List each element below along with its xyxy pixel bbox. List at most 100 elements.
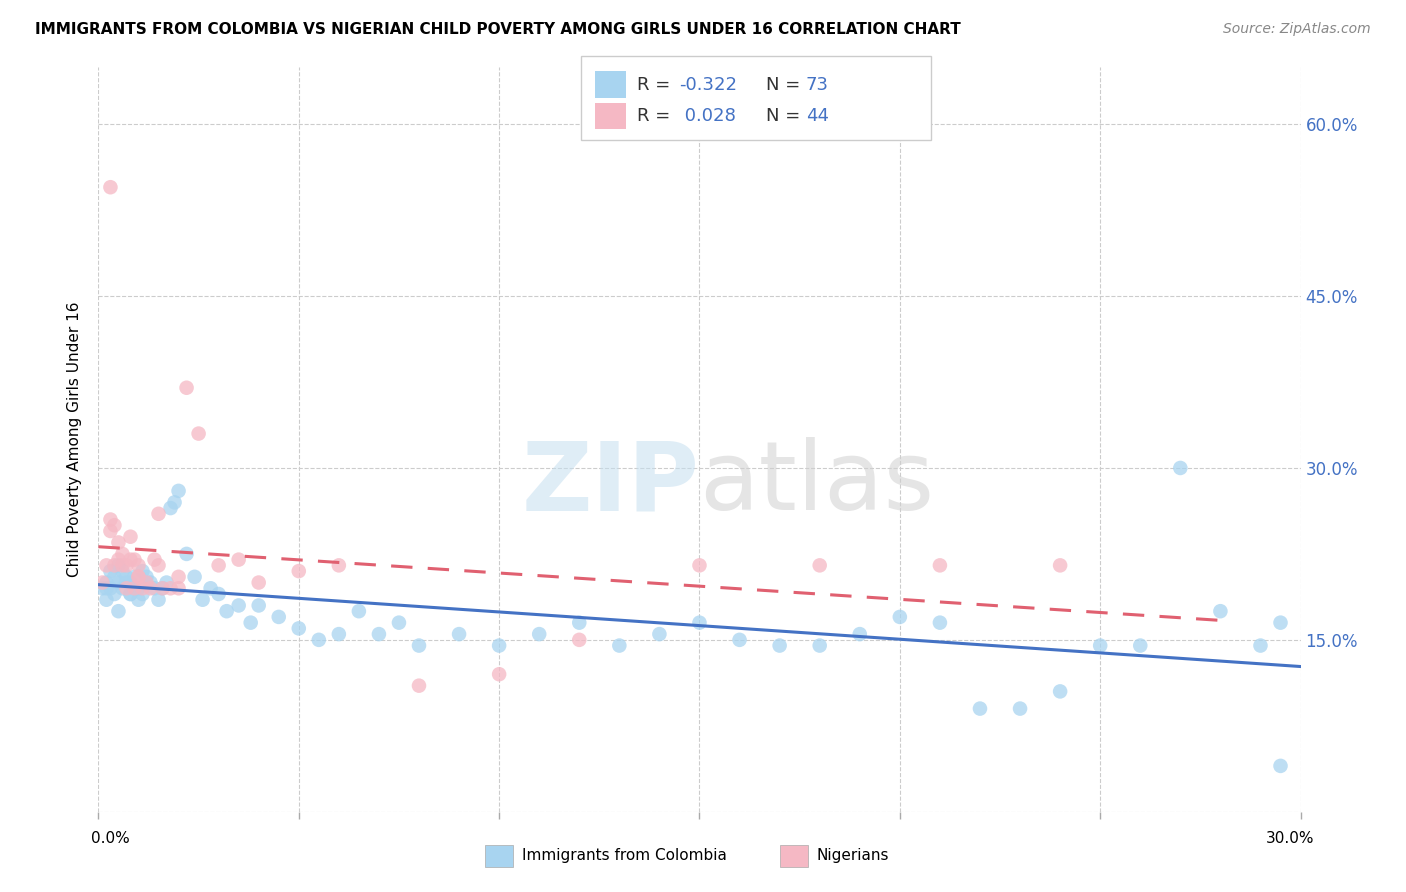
Point [208,587,231,601]
Point [1049,558,1071,573]
Point [111,564,134,578]
Point [1170,461,1192,475]
Point [228,599,250,613]
Point [124,552,146,566]
Text: 30.0%: 30.0% [1267,831,1315,846]
Point [120,530,142,544]
Text: atlas: atlas [699,437,935,531]
Point [215,604,238,618]
Point [167,483,190,498]
Point [111,558,134,573]
Text: ZIP: ZIP [522,437,699,531]
Point [969,701,991,715]
Point [107,575,129,590]
Text: R =: R = [637,107,676,125]
Text: 73: 73 [806,76,828,94]
Point [107,535,129,549]
Point [929,615,952,630]
Point [176,381,198,395]
Point [135,570,157,584]
Point [228,552,250,566]
Point [96,575,118,590]
Point [96,582,118,596]
Point [100,582,122,596]
Point [368,627,391,641]
Point [100,564,122,578]
Point [929,558,952,573]
Point [128,570,150,584]
Point [648,627,671,641]
Point [200,582,222,596]
Text: N =: N = [766,76,806,94]
Point [159,501,181,516]
Point [808,558,831,573]
Point [96,558,118,573]
Point [247,575,270,590]
Point [568,632,591,647]
Point [688,558,710,573]
Point [768,639,790,653]
Point [128,582,150,596]
Point [124,582,146,596]
Point [128,570,150,584]
Point [1010,701,1032,715]
Point [529,627,551,641]
Point [111,547,134,561]
Point [103,570,125,584]
Point [388,615,411,630]
Point [103,518,125,533]
Y-axis label: Child Poverty Among Girls Under 16: Child Poverty Among Girls Under 16 [67,301,83,577]
Point [100,524,122,538]
Point [120,552,142,566]
Point [103,587,125,601]
Point [247,599,270,613]
Point [688,615,710,630]
Point [187,426,209,441]
Point [115,575,138,590]
Point [288,564,311,578]
Point [120,587,142,601]
Point [115,570,138,584]
Point [347,604,370,618]
Point [447,627,470,641]
Point [115,558,138,573]
Point [148,592,170,607]
Point [1270,759,1292,773]
Point [120,575,142,590]
Text: -0.322: -0.322 [679,76,737,94]
Point [267,610,290,624]
Point [148,507,170,521]
Point [155,575,177,590]
Point [139,582,162,596]
Point [328,627,350,641]
Text: Nigerians: Nigerians [817,848,890,863]
Point [96,592,118,607]
Point [91,575,114,590]
Point [115,582,138,596]
Point [808,639,831,653]
Point [488,639,510,653]
Point [167,582,190,596]
Text: Source: ZipAtlas.com: Source: ZipAtlas.com [1223,22,1371,37]
Point [849,627,872,641]
Point [111,582,134,596]
Point [1049,684,1071,698]
Point [128,558,150,573]
Point [143,552,166,566]
Point [208,558,231,573]
Point [152,582,174,596]
Point [159,582,181,596]
Point [107,604,129,618]
Point [183,570,205,584]
Point [288,621,311,635]
Point [176,547,198,561]
Point [120,587,142,601]
Text: 0.0%: 0.0% [91,831,131,846]
Point [107,558,129,573]
Point [148,558,170,573]
Point [239,615,262,630]
Point [103,558,125,573]
Point [1270,615,1292,630]
Point [100,512,122,526]
Point [328,558,350,573]
